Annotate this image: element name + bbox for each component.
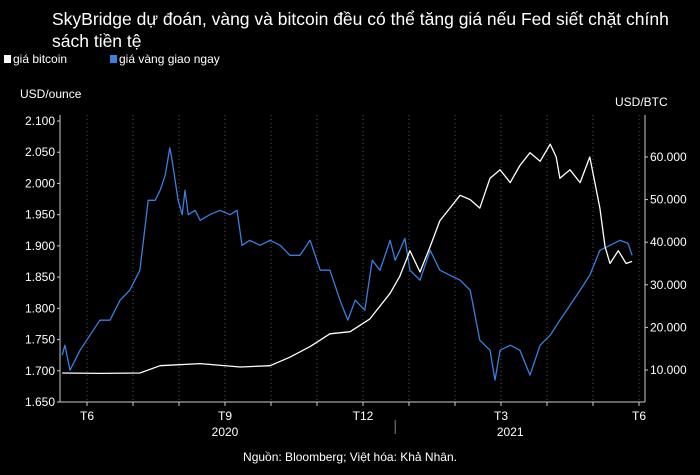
y-tick-label-right: 60.000: [650, 150, 687, 164]
source-note: Nguồn: Bloomberg; Việt hóa: Khả Nhân.: [243, 450, 457, 464]
y-tick-label-left: 1.700: [25, 364, 55, 378]
y-tick-label-left: 1.650: [25, 395, 55, 409]
x-year-label: 2021: [497, 425, 524, 439]
x-tick-label: T3: [494, 409, 508, 423]
y-tick-label-left: 1.800: [25, 301, 55, 315]
y-tick-label-right: 10.000: [650, 363, 687, 377]
y-tick-label-right: 40.000: [650, 235, 687, 249]
y-axis-label-right: USD/BTC: [615, 95, 668, 109]
y-tick-label-left: 1.750: [25, 333, 55, 347]
y-tick-label-left: 2.050: [25, 145, 55, 159]
x-tick-label: T12: [353, 409, 374, 423]
x-tick-label: T6: [80, 409, 94, 423]
series-line-gold: [61, 147, 633, 381]
y-axis-label-left: USD/ounce: [20, 87, 82, 101]
y-tick-label-left: 1.950: [25, 208, 55, 222]
legend-swatch-bitcoin: [4, 55, 11, 63]
y-tick-label-left: 2.100: [25, 114, 55, 128]
y-tick-label-right: 50.000: [650, 193, 687, 207]
x-tick-label: T6: [632, 409, 646, 423]
chart-title: SkyBridge dự đoán, vàng và bitcoin đều c…: [52, 9, 669, 51]
legend-item-gold: giá vàng giao ngay: [110, 52, 220, 66]
x-tick-label: T9: [218, 409, 232, 423]
legend-label-gold: giá vàng giao ngay: [119, 52, 220, 66]
legend-label-bitcoin: giá bitcoin: [13, 52, 68, 66]
legend-item-bitcoin: giá bitcoin: [4, 52, 67, 66]
y-tick-label-right: 30.000: [650, 278, 687, 292]
x-year-label: 2020: [212, 425, 239, 439]
y-tick-label-left: 2.000: [25, 176, 55, 190]
y-tick-label-left: 1.850: [25, 270, 55, 284]
y-tick-label-right: 20.000: [650, 320, 687, 334]
y-tick-label-left: 1.900: [25, 239, 55, 253]
series-line-bitcoin: [62, 143, 633, 375]
legend-swatch-gold: [110, 55, 117, 63]
